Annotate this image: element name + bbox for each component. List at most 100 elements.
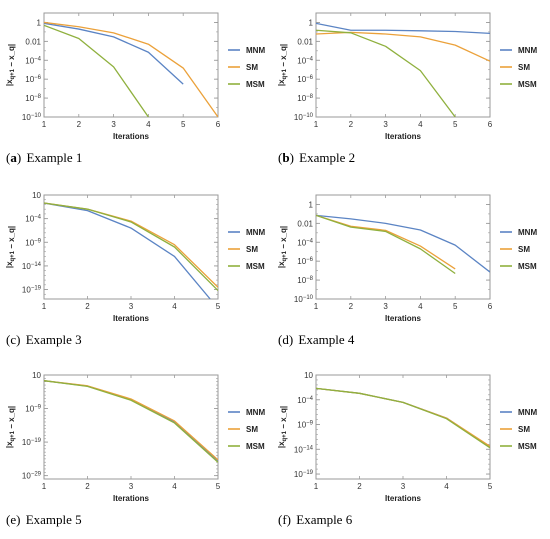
y-tick-label: 10−9 <box>297 421 313 430</box>
panel-b: 1 2 3 4 5 6 1 0.01 10−4 10−6 10−8 10−10 Iterations |x… <box>277 12 537 141</box>
y-tick-label: 10−8 <box>297 276 313 285</box>
x-tick-label: 2 <box>349 120 354 129</box>
x-axis-label: Iterations <box>385 132 422 141</box>
plot-area <box>44 21 218 117</box>
plot-frame <box>43 374 219 480</box>
x-tick-label: 5 <box>216 482 221 491</box>
y-tick-label: 0.01 <box>297 219 313 228</box>
x-tick-label: 3 <box>383 120 388 129</box>
y-tick-label: 10−4 <box>297 238 313 247</box>
plot-frame <box>315 374 491 480</box>
plot-area <box>44 380 218 463</box>
y-tick-label: 0.01 <box>25 37 41 46</box>
x-axis-label: Iterations <box>385 494 422 503</box>
y-tick-label: 0.01 <box>297 37 313 46</box>
x-tick-label: 2 <box>357 482 362 491</box>
panel-d: 1 2 3 4 5 6 1 0.01 10−4 10−6 10−8 10−10 Iterations |x… <box>277 194 537 323</box>
x-tick-label: 6 <box>488 120 493 129</box>
caption-text: Example 2 <box>295 150 356 165</box>
y-axis-label: |xq+1 − x_q| <box>5 44 16 86</box>
x-tick-label: 4 <box>444 482 449 491</box>
plot-area <box>316 22 490 117</box>
x-tick-label: 5 <box>453 302 458 311</box>
x-tick-label: 3 <box>383 302 388 311</box>
y-tick-label: 10−4 <box>25 215 41 224</box>
y-tick-label: 10−6 <box>297 257 313 266</box>
caption-label: (d) <box>278 332 294 347</box>
y-axis-label: |xq+1 − x_q| <box>277 406 288 448</box>
y-tick-label: 10−19 <box>294 470 314 479</box>
plot-area <box>44 202 218 299</box>
series-line-mnm <box>44 22 184 85</box>
panel-f: 1 2 3 4 5 10 10−4 10−9 10−14 10−19 Iterations |xq+1… <box>277 371 537 503</box>
x-tick-label: 5 <box>216 302 221 311</box>
caption-e: (e) Example 5 <box>6 512 82 528</box>
series-line-msm <box>44 202 218 292</box>
caption-label: (a) <box>6 150 22 165</box>
series-line-msm <box>316 29 456 117</box>
caption-c: (c) Example 3 <box>6 332 82 348</box>
y-tick-label: 1 <box>37 18 42 27</box>
x-tick-label: 3 <box>129 482 134 491</box>
x-tick-label: 6 <box>488 302 493 311</box>
x-tick-label: 3 <box>401 482 406 491</box>
legend-label-sm: SM <box>518 63 530 72</box>
y-tick-label: 10−8 <box>297 94 313 103</box>
y-axis-label: |xq+1 − x_q| <box>277 226 288 268</box>
y-tick-label: 10−9 <box>25 238 41 247</box>
series-line-msm <box>316 214 456 275</box>
x-tick-label: 4 <box>418 302 423 311</box>
plot-frame <box>315 194 491 300</box>
series-line-mnm <box>316 387 490 448</box>
plot-area <box>316 387 490 449</box>
x-tick-label: 4 <box>146 120 151 129</box>
x-tick-label: 4 <box>172 482 177 491</box>
x-tick-label: 5 <box>181 120 186 129</box>
legend-label-msm: MSM <box>246 262 265 271</box>
panel-c: 1 2 3 4 5 10 10−4 10−9 10−14 10−19 Iterations |xq+1… <box>5 191 265 323</box>
y-tick-label: 10−10 <box>22 113 42 122</box>
caption-d: (d) Example 4 <box>278 332 354 348</box>
legend-label-sm: SM <box>246 245 258 254</box>
y-tick-label: 10−19 <box>22 286 42 295</box>
caption-text: Example 3 <box>22 332 82 347</box>
series-line-msm <box>44 24 149 117</box>
caption-f: (f) Example 6 <box>278 512 352 528</box>
legend-label-sm: SM <box>518 245 530 254</box>
y-tick-label: 10 <box>32 371 41 380</box>
y-tick-label: 10−4 <box>25 56 41 65</box>
x-tick-label: 5 <box>488 482 493 491</box>
legend-label-sm: SM <box>518 425 530 434</box>
legend-label-mnm: MNM <box>246 408 265 417</box>
y-axis-label: |xq+1 − x_q| <box>5 226 16 268</box>
y-tick-label: 10−4 <box>297 396 313 405</box>
x-axis-label: Iterations <box>113 494 150 503</box>
legend-label-mnm: MNM <box>518 228 537 237</box>
x-tick-label: 3 <box>111 120 116 129</box>
x-tick-label: 2 <box>77 120 82 129</box>
caption-a: (a) Example 1 <box>6 150 82 166</box>
x-tick-label: 4 <box>172 302 177 311</box>
y-axis-label: |xq+1 − x_q| <box>277 44 288 86</box>
x-tick-label: 5 <box>453 120 458 129</box>
x-tick-label: 1 <box>314 302 319 311</box>
caption-label: (e) <box>6 512 21 527</box>
y-tick-label: 10 <box>32 191 41 200</box>
caption-b: (b) Example 2 <box>278 150 355 166</box>
x-tick-label: 1 <box>42 302 47 311</box>
legend-label-msm: MSM <box>518 80 537 89</box>
plot-frame <box>315 12 491 118</box>
legend-label-sm: SM <box>246 425 258 434</box>
caption-text: Example 5 <box>22 512 82 527</box>
y-tick-label: 10−29 <box>22 472 42 481</box>
y-tick-label: 10−6 <box>297 75 313 84</box>
series-line-mnm <box>44 202 211 299</box>
series-line-mnm <box>316 214 490 273</box>
legend-label-sm: SM <box>246 63 258 72</box>
caption-label: (c) <box>6 332 21 347</box>
x-tick-label: 2 <box>349 302 354 311</box>
series-line-sm <box>316 387 490 447</box>
x-tick-label: 1 <box>42 120 47 129</box>
series-line-sm <box>44 202 218 288</box>
